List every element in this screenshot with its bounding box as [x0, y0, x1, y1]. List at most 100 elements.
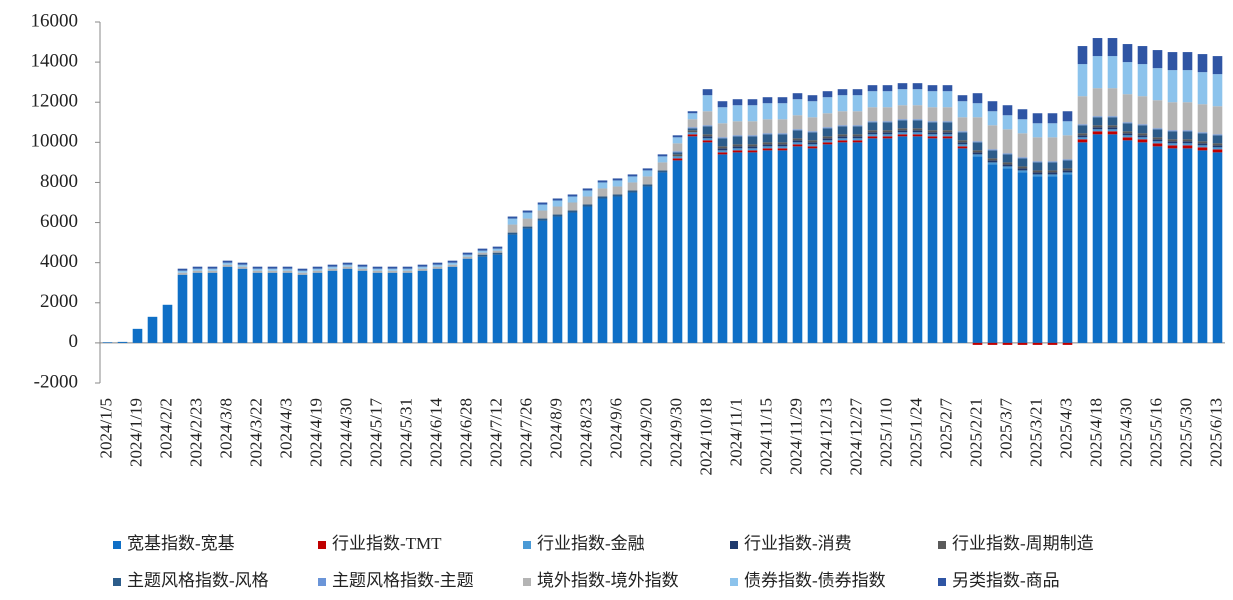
bar-segment	[1182, 139, 1193, 142]
bar-segment	[852, 134, 863, 137]
bar-segment	[702, 125, 713, 127]
x-tick-label: 2024/12/13	[816, 398, 835, 475]
bar-segment	[1107, 38, 1118, 57]
bar-segment	[327, 264, 338, 267]
bar-segment	[477, 248, 488, 251]
bar-segment	[1032, 174, 1043, 177]
bar-segment	[852, 126, 863, 135]
bar-segment	[762, 142, 773, 145]
bar-segment	[1062, 168, 1073, 171]
legend-label: 行业指数-周期制造	[952, 534, 1094, 553]
bar-segment	[717, 101, 728, 108]
bar-segment	[357, 264, 368, 267]
y-tick-label: 14000	[31, 50, 79, 71]
bar-segment	[987, 342, 998, 345]
bar-segment	[477, 256, 488, 343]
bar-segment	[897, 119, 908, 121]
bar-segment	[222, 266, 233, 343]
x-tick-label: 2025/4/18	[1086, 398, 1105, 467]
bar-segment	[567, 196, 578, 203]
bar-segment	[522, 210, 533, 213]
bar-segment	[597, 188, 608, 197]
bar-segment	[1002, 166, 1013, 169]
bar-segment	[1152, 68, 1163, 101]
bar-segment	[1092, 116, 1103, 118]
bar-segment	[192, 266, 203, 269]
bar-segment	[987, 160, 998, 163]
bar-segment	[402, 272, 413, 343]
bar-segment	[882, 136, 893, 139]
bar-segment	[1032, 162, 1043, 171]
bar-segment	[1212, 147, 1223, 150]
bar-segment	[792, 144, 803, 147]
bar-segment	[387, 268, 398, 271]
bar-segment	[357, 270, 368, 343]
bar-segment	[837, 95, 848, 112]
bar-segment	[492, 248, 503, 251]
bar-segment	[327, 270, 338, 343]
bar-segment	[1152, 128, 1163, 130]
bar-segment	[567, 202, 578, 211]
bar-segment	[972, 152, 983, 155]
bar-segment	[462, 252, 473, 255]
bar-segment	[552, 198, 563, 201]
bar-segment	[897, 134, 908, 137]
bar-segment	[1002, 342, 1013, 345]
bar-segment	[852, 111, 863, 126]
bar-segment	[387, 270, 398, 273]
bar-segment	[702, 95, 713, 112]
bar-segment	[882, 85, 893, 92]
bar-segment	[762, 119, 773, 134]
x-tick-label: 2024/8/9	[546, 398, 565, 458]
bar-segment	[822, 91, 833, 98]
bar-segment	[777, 97, 788, 104]
bar-segment	[567, 194, 578, 197]
bar-segment	[702, 89, 713, 96]
bar-segment	[1167, 130, 1178, 132]
bar-segment	[1137, 142, 1148, 343]
bar-segment	[837, 111, 848, 126]
bar-segment	[852, 142, 863, 343]
bar-segment	[1092, 56, 1103, 89]
bar-segment	[942, 132, 953, 135]
bar-segment	[567, 210, 578, 213]
x-tick-label: 2024/3/22	[246, 398, 265, 467]
legend-label: 行业指数-TMT	[332, 534, 442, 553]
x-tick-label: 2025/1/24	[906, 398, 925, 467]
bar-segment	[1047, 172, 1058, 175]
bar-segment	[882, 132, 893, 135]
bar-segment	[1107, 125, 1118, 128]
bar-segment	[627, 174, 638, 177]
bar-segment	[1062, 121, 1073, 136]
bar-segment	[1002, 162, 1013, 165]
x-tick-label: 2024/4/3	[276, 398, 295, 458]
bar-segment	[657, 172, 668, 343]
bar-segment	[222, 260, 233, 263]
bar-segment	[927, 121, 938, 123]
bar-segment	[1122, 44, 1133, 63]
bar-segment	[1092, 134, 1103, 343]
bar-segment	[762, 144, 773, 147]
bar-segment	[1167, 131, 1178, 140]
bar-segment	[702, 140, 713, 143]
x-tick-label: 2024/11/1	[726, 398, 745, 466]
bar-segment	[822, 144, 833, 343]
legend-swatch	[523, 541, 531, 549]
bar-segment	[1122, 135, 1133, 138]
bar-segment	[747, 150, 758, 153]
bar-segment	[837, 126, 848, 135]
bar-segment	[1032, 172, 1043, 175]
bar-segment	[597, 182, 608, 189]
bar-segment	[987, 162, 998, 165]
bar-segment	[942, 107, 953, 122]
bar-segment	[312, 272, 323, 343]
bar-segment	[582, 206, 593, 343]
bar-segment	[1122, 140, 1133, 343]
bar-segment	[1047, 170, 1058, 173]
bar-segment	[372, 272, 383, 343]
bar-segment	[1197, 150, 1208, 343]
bar-segment	[1107, 134, 1118, 343]
bar-segment	[852, 136, 863, 139]
bar-segment	[972, 117, 983, 142]
bar-segment	[597, 198, 608, 343]
